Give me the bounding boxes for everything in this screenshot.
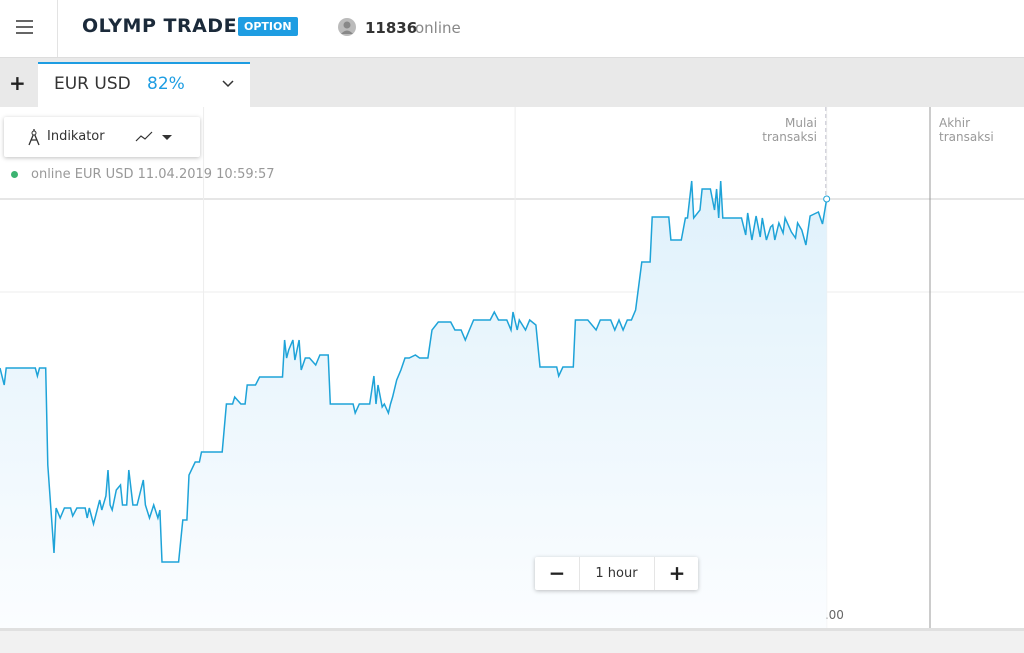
start-label: transaksi [762,130,817,144]
chart: Mulai transaksi Akhir transaksi 10.3010.… [0,107,1024,628]
bottom-bar [0,628,1024,653]
asset-tab[interactable]: EUR USD 82% [38,62,250,107]
zoom-control: − 1 hour + [535,557,698,590]
user-icon [338,18,356,36]
end-label: transaksi [939,130,994,144]
online-count: 11836 [365,19,418,37]
logo-badge: OPTION [238,17,298,36]
menu-button[interactable] [16,19,34,35]
zoom-out[interactable]: − [535,557,580,590]
zoom-label: 1 hour [595,566,638,581]
status-text: online EUR USD 11.04.2019 10:59:57 [31,167,275,182]
current-point [823,195,831,203]
divider [57,0,58,57]
header: OLYMP TRADE OPTION 11836 online [0,0,1024,58]
start-label: Mulai [785,116,817,130]
toolbar: Indikator [4,117,200,157]
status-dot [11,171,18,178]
plot: 10.3010.4511.00 [0,107,844,628]
indicator-icon [28,129,40,146]
indicator-button[interactable]: Indikator [47,129,105,144]
chevron [222,80,234,88]
payout: 82% [147,74,185,94]
end-label: Akhir [939,116,970,130]
zoom-in[interactable]: + [654,557,699,590]
add-tab[interactable]: + [9,71,26,95]
chart-type-button[interactable] [135,129,177,145]
tab-bar: + EUR USD 82% [0,58,1024,107]
asset-name: EUR USD [54,74,131,94]
online-label: online [415,19,461,37]
area [0,181,827,628]
logo[interactable]: OLYMP TRADE [82,15,238,37]
price-line [0,180,828,563]
